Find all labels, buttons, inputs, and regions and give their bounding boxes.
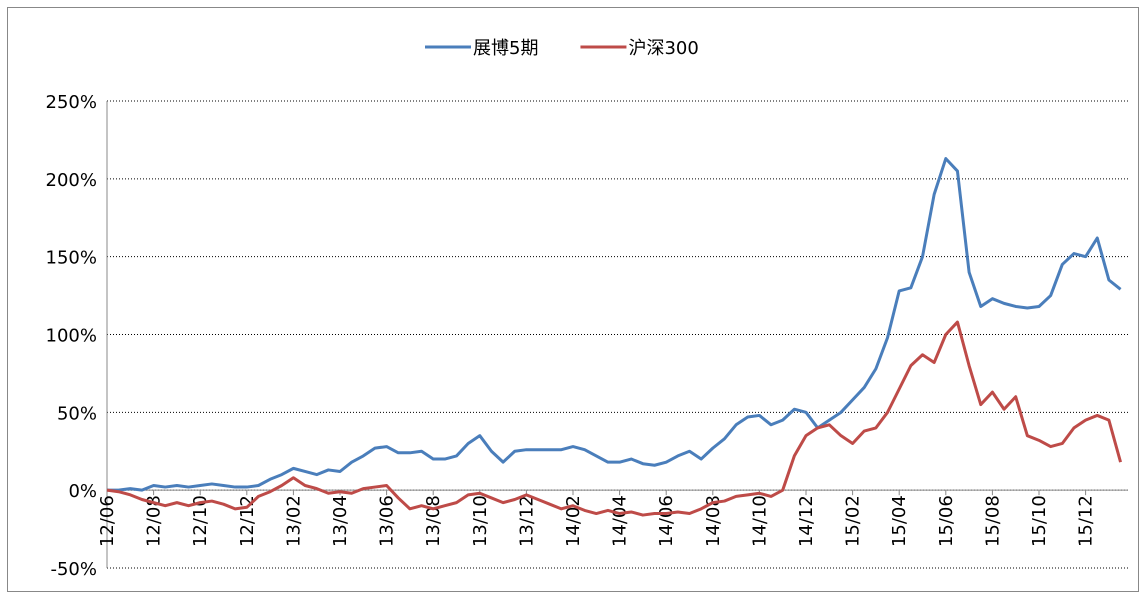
- x-tick-label: 13/12: [516, 495, 537, 547]
- x-tick-label: 14/08: [703, 495, 724, 547]
- y-tick-label: 0%: [68, 481, 97, 502]
- x-tick-label: 15/08: [982, 495, 1003, 547]
- x-tick-label: 14/06: [656, 495, 677, 547]
- x-tick-label: 15/10: [1029, 495, 1050, 547]
- x-tick-label: 12/10: [190, 495, 211, 547]
- x-tick-label: 15/02: [843, 495, 864, 547]
- legend-label: 沪深300: [628, 38, 698, 59]
- y-tick-label: 200%: [46, 170, 97, 191]
- y-tick-label: 150%: [46, 248, 97, 269]
- x-tick-label: 12/08: [144, 495, 165, 547]
- x-tick-label: 15/04: [889, 495, 910, 547]
- x-tick-label: 12/06: [97, 495, 118, 547]
- series-line: [106, 320, 1122, 517]
- y-tick-label: 50%: [57, 403, 97, 424]
- y-tick-label: 250%: [46, 92, 97, 113]
- x-tick-label: 14/02: [563, 495, 584, 547]
- y-tick-label: -50%: [50, 559, 97, 580]
- y-tick-label: 100%: [46, 326, 97, 347]
- x-tick-label: 15/12: [1076, 495, 1097, 547]
- x-tick-label: 12/12: [237, 495, 258, 547]
- x-tick-label: 13/08: [423, 495, 444, 547]
- x-tick-label: 14/12: [796, 495, 817, 547]
- x-tick-label: 14/10: [749, 495, 770, 547]
- x-tick-label: 13/02: [283, 495, 304, 547]
- x-tick-label: 14/04: [610, 495, 631, 547]
- series-line: [107, 157, 1122, 492]
- x-tick-label: 13/06: [377, 495, 398, 547]
- x-tick-label: 13/04: [330, 495, 351, 547]
- legend-label: 展博5期: [473, 38, 538, 59]
- x-tick-label: 15/06: [936, 495, 957, 547]
- x-tick-label: 13/10: [470, 495, 491, 547]
